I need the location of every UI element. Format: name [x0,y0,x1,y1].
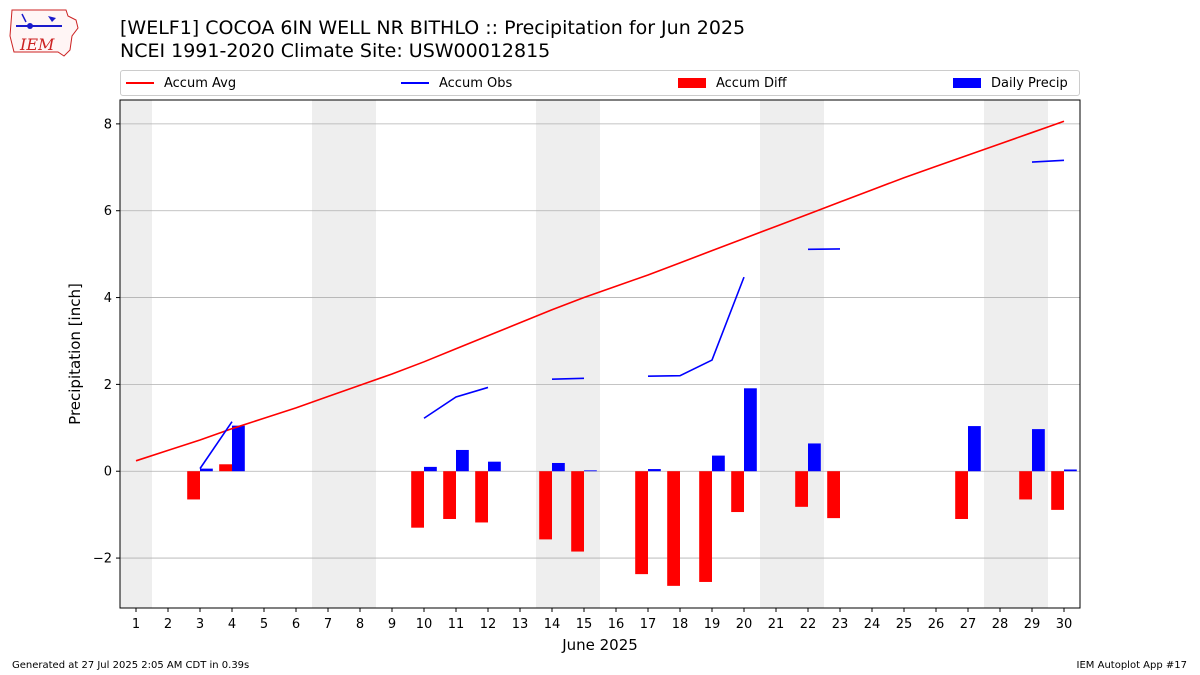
accum-diff-bar-day-27 [955,471,968,519]
app-footer: IEM Autoplot App #17 [1076,660,1187,671]
x-tick-label: 19 [704,617,721,632]
x-tick-label: 14 [544,617,561,632]
legend-label-accum-obs: Accum Obs [439,75,513,91]
x-tick-label: 21 [768,617,785,632]
y-tick-label: 2 [104,378,112,393]
accum-diff-bar-day-14 [539,471,552,540]
plot-frame [119,99,1081,609]
accum-obs-segment-5 [1031,159,1065,163]
accum-diff-bar-day-29 [1019,471,1032,500]
x-tick-label: 27 [960,617,977,632]
x-tick-label: 28 [992,617,1009,632]
x-tick-label: 4 [228,617,236,632]
x-tick-label: 24 [864,617,881,632]
accum-diff-bar-day-10 [411,471,424,528]
x-tick-label: 29 [1024,617,1041,632]
y-tick-label: 4 [104,291,112,306]
daily-precip-bar-day-27 [968,426,981,472]
weekend-band-0 [120,100,152,608]
x-tick-label: 18 [672,617,689,632]
y-tick-label: 6 [104,204,112,219]
x-tick-label: 15 [576,617,593,632]
logo-text: IEM [19,35,55,54]
y-tick-label: −2 [93,552,112,567]
daily-precip-bar-day-20 [744,388,757,472]
daily-precip-bar-day-17 [648,469,661,472]
accum-diff-bar-day-22 [795,471,808,507]
iem-logo: IEM [9,9,79,57]
legend-item-accum-diff: Accum Diff [678,71,787,95]
legend-label-accum-diff: Accum Diff [716,75,787,91]
legend-swatch-accum-avg [126,82,154,84]
accum-diff-bar-day-19 [699,471,712,582]
legend-item-accum-obs: Accum Obs [401,71,512,95]
daily-precip-bar-day-15 [584,470,597,472]
x-tick-label: 26 [928,617,945,632]
accum-obs-segment-3 [647,276,745,377]
daily-precip-bar-day-30 [1064,469,1077,472]
x-tick-label: 5 [260,617,268,632]
x-tick-label: 1 [132,617,140,632]
x-tick-label: 2 [164,617,172,632]
x-tick-label: 7 [324,617,332,632]
legend: Accum Avg Accum Obs Accum Diff Daily Pre… [120,70,1080,96]
generated-footer: Generated at 27 Jul 2025 2:05 AM CDT in … [12,660,250,671]
accum-diff-bar-day-23 [827,471,840,519]
legend-swatch-daily-precip [953,78,981,88]
x-tick-label: 23 [832,617,849,632]
weekend-band-4 [984,100,1048,608]
daily-precip-bar-day-3 [200,468,213,472]
x-tick-label: 3 [196,617,204,632]
weekend-band-3 [760,100,824,608]
y-axis-label: Precipitation [inch] [66,283,84,425]
legend-label-accum-avg: Accum Avg [164,75,237,91]
x-tick-label: 30 [1056,617,1073,632]
x-tick-label: 20 [736,617,753,632]
x-tick-label: 12 [480,617,497,632]
legend-item-accum-avg: Accum Avg [126,71,236,95]
daily-precip-bar-day-11 [456,449,469,472]
x-tick-label: 11 [448,617,465,632]
legend-label-daily-precip: Daily Precip [991,75,1068,91]
weekend-band-1 [312,100,376,608]
x-axis-label: June 2025 [561,636,638,654]
legend-swatch-accum-obs [401,82,429,84]
daily-precip-bar-day-12 [488,461,501,472]
x-tick-label: 13 [512,617,529,632]
accum-diff-bar-day-17 [635,471,648,575]
legend-swatch-accum-diff [678,78,706,88]
accum-diff-bar-day-30 [1051,471,1064,510]
daily-precip-bar-day-19 [712,455,725,472]
y-tick-label: 0 [104,465,112,480]
x-tick-label: 10 [416,617,433,632]
x-tick-label: 16 [608,617,625,632]
accum-diff-bar-day-4 [219,464,232,472]
daily-precip-bar-day-29 [1032,429,1045,472]
x-tick-label: 6 [292,617,300,632]
accum-avg-line [135,120,1065,462]
daily-precip-bar-day-14 [552,462,565,472]
x-tick-label: 22 [800,617,817,632]
accum-obs-segment-0 [199,421,233,470]
chart-subtitle: NCEI 1991-2020 Climate Site: USW00012815 [120,40,551,62]
accum-diff-bar-day-3 [187,471,200,500]
accum-diff-bar-day-15 [571,471,584,552]
accum-obs-segment-1 [423,386,489,419]
accum-diff-bar-day-12 [475,471,488,523]
chart-title: [WELF1] COCOA 6IN WELL NR BITHLO :: Prec… [120,17,746,39]
x-tick-label: 9 [388,617,396,632]
daily-precip-bar-day-4 [232,425,245,472]
accum-diff-bar-day-20 [731,471,744,513]
accum-diff-bar-day-11 [443,471,456,519]
accum-obs-segment-2 [551,377,585,380]
x-tick-label: 17 [640,617,657,632]
y-tick-label: 8 [104,117,112,132]
x-tick-label: 25 [896,617,913,632]
accum-diff-bar-day-18 [667,471,680,586]
x-tick-label: 8 [356,617,364,632]
daily-precip-bar-day-22 [808,443,821,472]
daily-precip-bar-day-10 [424,466,437,472]
legend-item-daily-precip: Daily Precip [953,71,1068,95]
